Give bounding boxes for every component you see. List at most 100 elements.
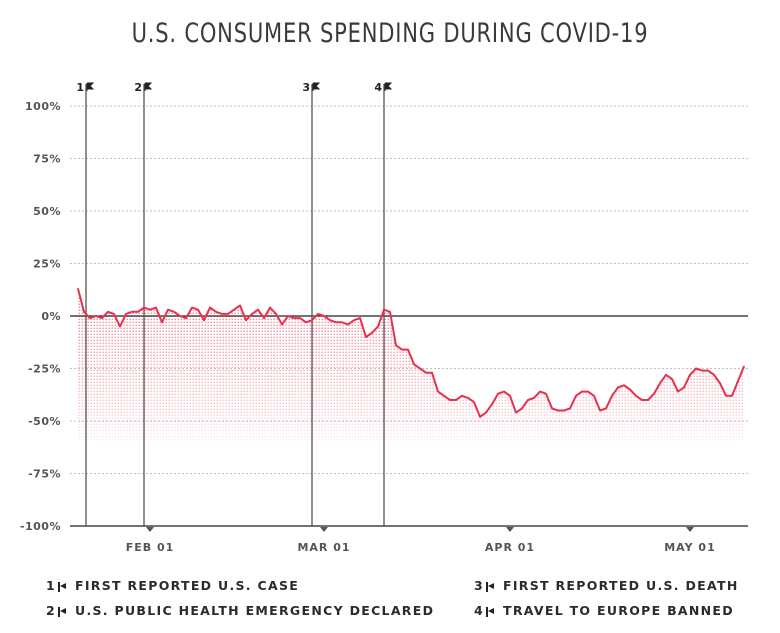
data-point [599, 409, 601, 412]
data-point [275, 313, 277, 315]
x-tick-marker [686, 527, 694, 532]
legend-event-3-label: FIRST REPORTED U.S. DEATH [503, 578, 739, 593]
data-point [269, 306, 271, 309]
data-point [347, 323, 349, 326]
legend-event-2: 2 U.S. PUBLIC HEALTH EMERGENCY DECLARED [46, 603, 434, 618]
data-point [707, 369, 709, 372]
data-point [605, 407, 607, 410]
data-point [215, 311, 217, 313]
data-point [311, 319, 313, 322]
flag-icon [144, 82, 153, 91]
x-tick-marker [506, 527, 514, 532]
data-point [329, 319, 331, 322]
data-point [629, 388, 631, 391]
data-point [77, 287, 79, 290]
legend-event-3: 3 FIRST REPORTED U.S. DEATH [474, 578, 739, 593]
data-point [341, 321, 343, 324]
data-point [383, 308, 385, 311]
legend-event-1: 1 FIRST REPORTED U.S. CASE [46, 578, 299, 593]
data-point [665, 374, 667, 376]
data-point [239, 304, 241, 307]
data-point [371, 332, 373, 334]
data-point [557, 409, 559, 412]
legend-event-4-number: 4 [474, 603, 484, 618]
data-point [461, 395, 463, 397]
data-point [521, 407, 523, 410]
y-tick-label: 100% [25, 100, 61, 113]
data-point [677, 390, 679, 393]
data-point [449, 399, 451, 401]
data-point [701, 369, 703, 372]
data-point [197, 308, 199, 311]
legend-event-1-label: FIRST REPORTED U.S. CASE [75, 578, 300, 593]
data-point [113, 313, 115, 315]
data-point [173, 311, 175, 313]
data-point [209, 306, 211, 309]
data-point [497, 392, 499, 395]
data-point [581, 390, 583, 393]
chart-title: U.S. CONSUMER SPENDING DURING COVID-19 [131, 18, 649, 49]
event-number: 3 [302, 81, 310, 94]
data-point [689, 374, 691, 376]
x-tick-label: MAY 01 [664, 541, 716, 554]
data-point [515, 411, 517, 414]
data-point [119, 325, 121, 328]
data-point [131, 311, 133, 313]
data-point [305, 321, 307, 324]
data-point [545, 392, 547, 395]
flag-icon [58, 582, 67, 592]
data-point [491, 403, 493, 406]
data-point [623, 384, 625, 387]
data-point [149, 308, 151, 311]
data-point [437, 390, 439, 393]
y-tick-label: 75% [33, 153, 61, 166]
legend-event-2-number: 2 [46, 603, 56, 618]
data-point [359, 317, 361, 319]
data-point [185, 317, 187, 319]
data-point [713, 374, 715, 376]
event-number: 1 [76, 81, 84, 94]
data-point [245, 319, 247, 322]
data-point [455, 399, 457, 401]
data-point [485, 411, 487, 414]
y-tick-label: 25% [33, 258, 61, 271]
y-tick-label: 0% [41, 310, 61, 323]
data-point [293, 317, 295, 319]
x-tick-label: FEB 01 [126, 541, 175, 554]
legend-event-2-label: U.S. PUBLIC HEALTH EMERGENCY DECLARED [75, 603, 435, 618]
data-point [653, 392, 655, 395]
data-point [413, 363, 415, 366]
event-number: 4 [374, 81, 382, 94]
data-point [635, 395, 637, 397]
data-point [539, 390, 541, 393]
data-point [611, 395, 613, 397]
data-point [641, 399, 643, 401]
flag-icon [486, 582, 495, 592]
data-point [365, 336, 367, 338]
data-point [203, 319, 205, 322]
legend-event-4: 4 TRAVEL TO EUROPE BANNED [474, 603, 734, 618]
data-point [671, 378, 673, 380]
data-point [221, 313, 223, 315]
data-point [107, 311, 109, 313]
data-point [467, 397, 469, 399]
data-point [323, 315, 325, 317]
data-point [377, 325, 379, 328]
data-point [155, 306, 157, 309]
data-point [725, 395, 727, 397]
data-point [125, 313, 127, 315]
data-point [299, 317, 301, 319]
data-point [407, 348, 409, 351]
data-point [575, 395, 577, 397]
data-point [473, 401, 475, 403]
data-point [101, 317, 103, 319]
y-tick-label: -75% [28, 468, 61, 481]
legend-event-1-number: 1 [46, 578, 56, 593]
legend-event-3-number: 3 [474, 578, 484, 593]
flag-icon [312, 82, 321, 91]
data-point [257, 308, 259, 311]
data-point [563, 409, 565, 412]
y-tick-label: -25% [28, 363, 61, 376]
data-point [659, 382, 661, 385]
